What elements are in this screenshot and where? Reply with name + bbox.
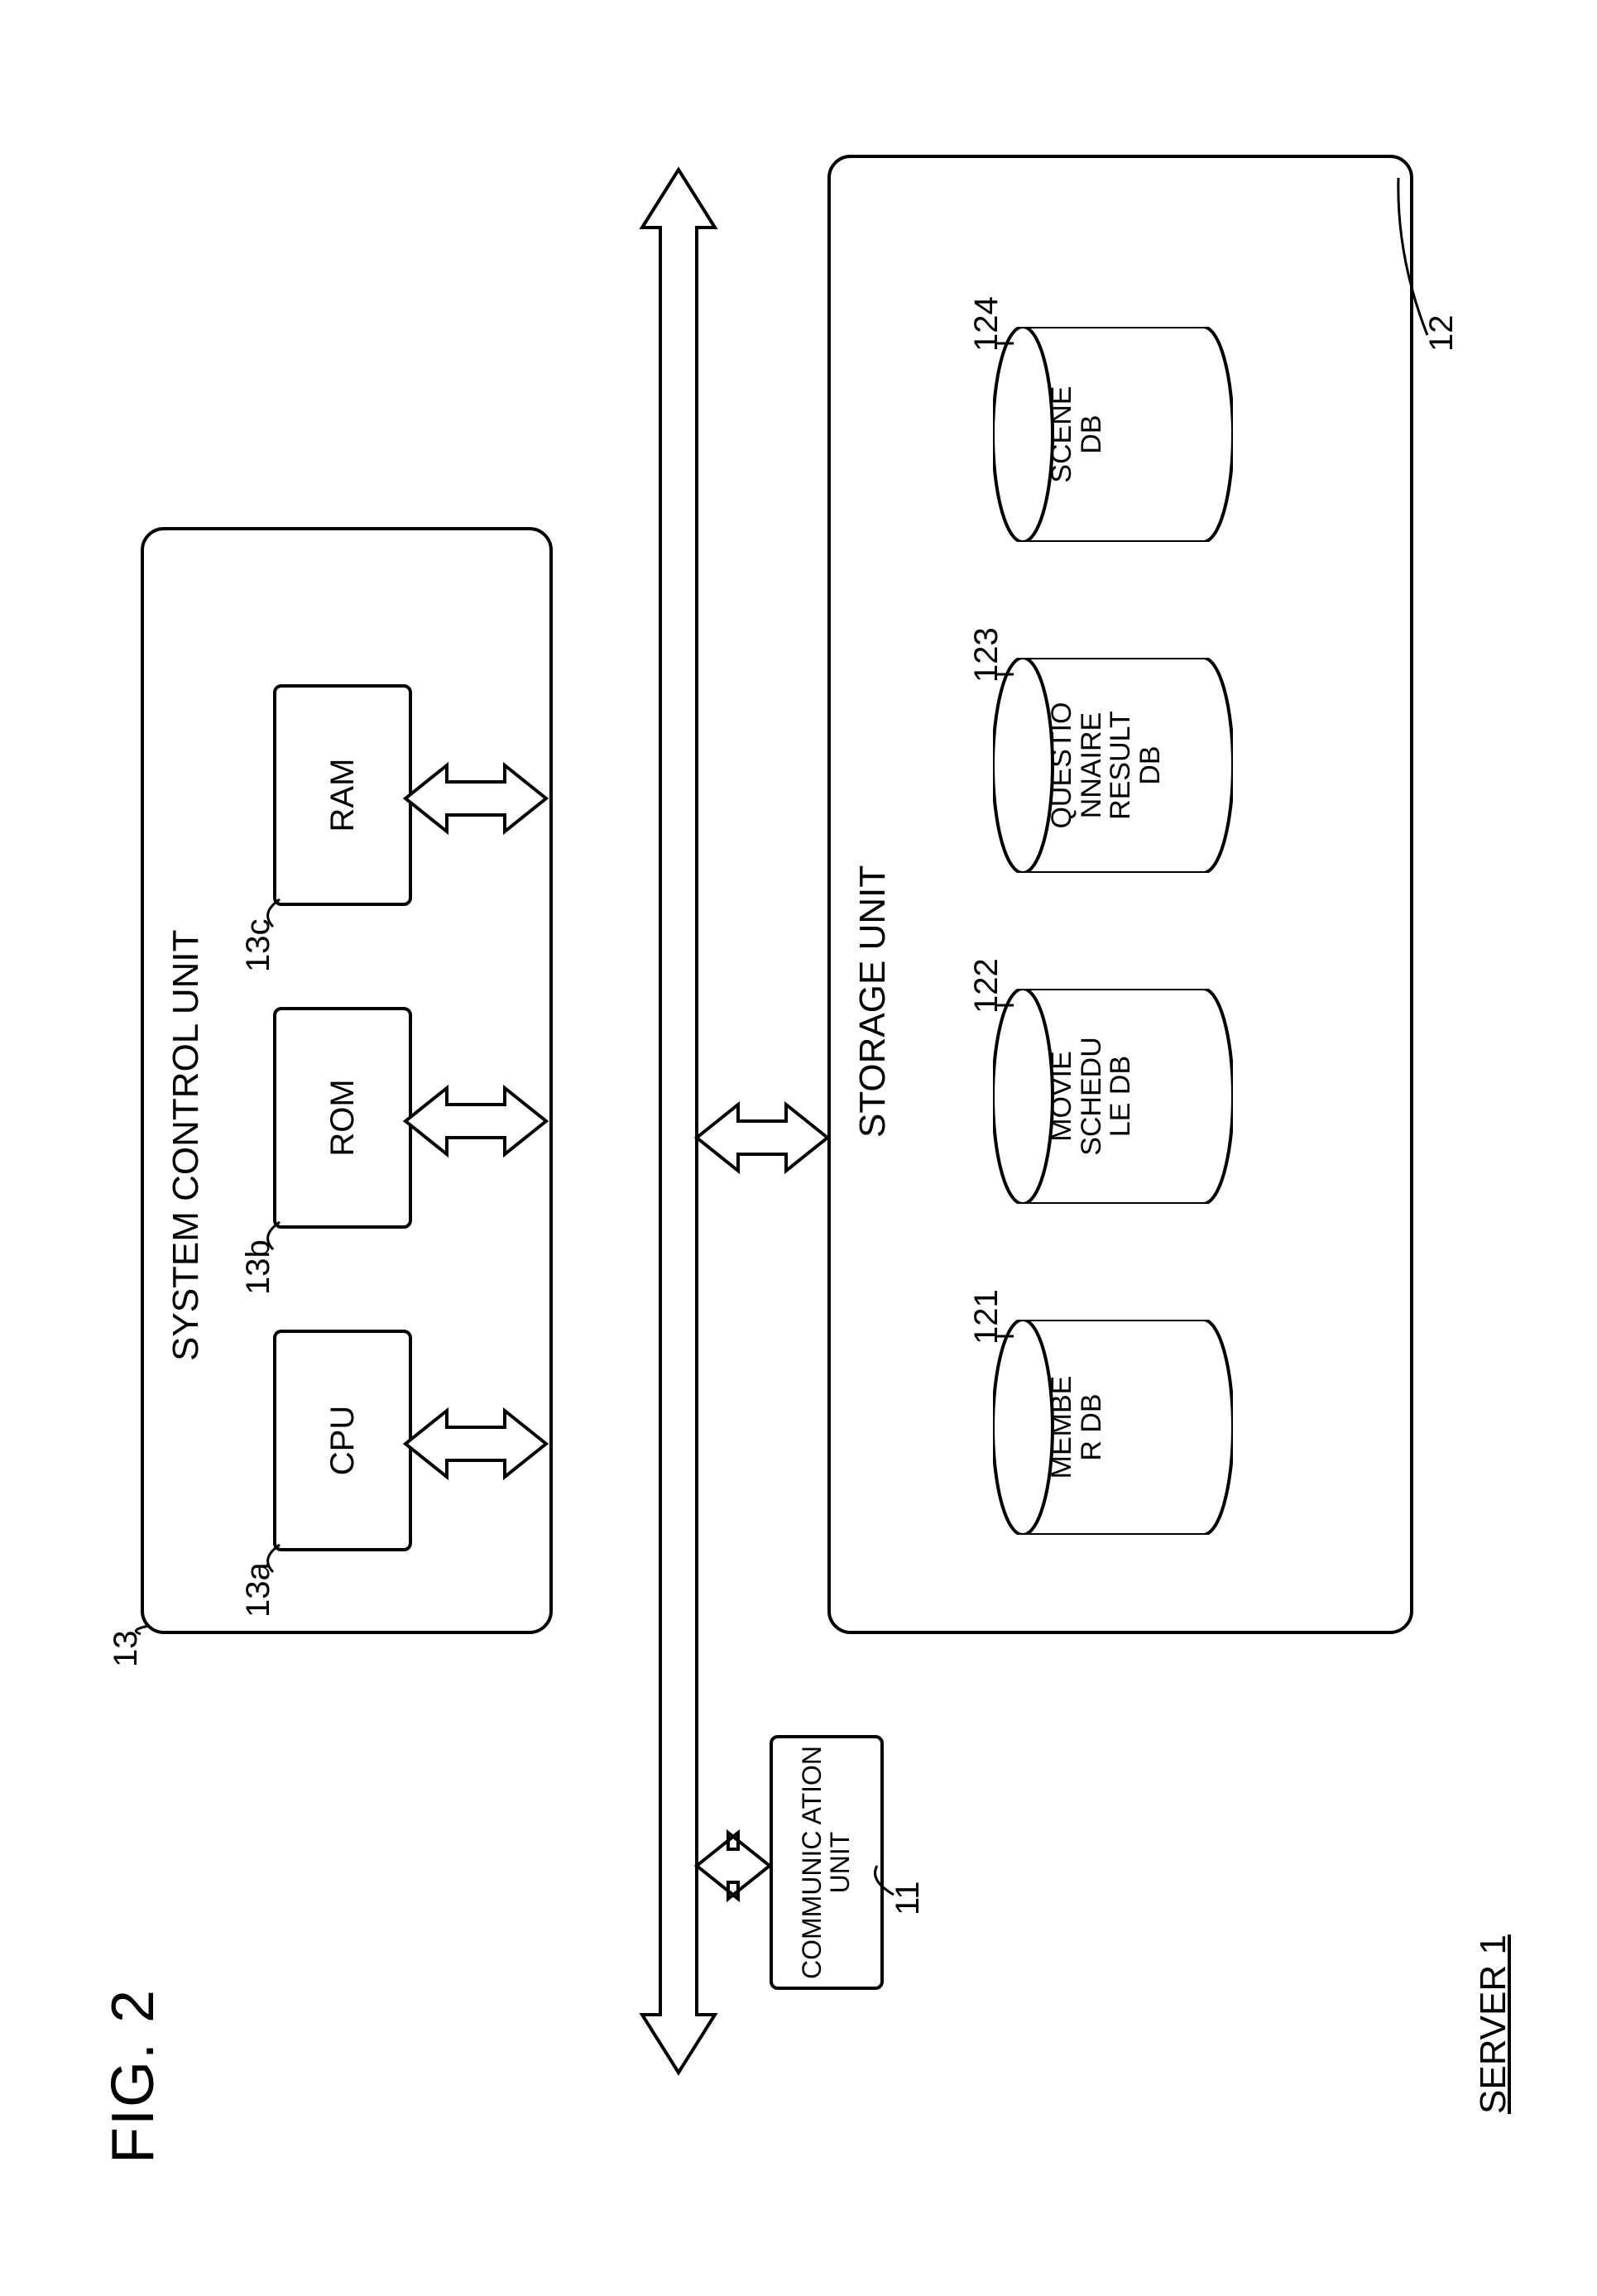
rom-box: ROM [273,1007,412,1229]
db-ref: 122 [968,958,1005,1014]
communication-unit-box: COMMUNIC ATION UNIT [770,1735,884,1990]
server-label: SERVER 1 [1473,1934,1514,2114]
ram-box: RAM [273,684,412,906]
system-control-unit-title: SYSTEM CONTROL UNIT [165,929,207,1361]
db-cylinder: MEMBE R DB [993,1320,1233,1535]
db-cylinder: QUESTIO NNAIRE RESULT DB [993,658,1233,873]
db-label: SCENE DB [1048,327,1106,542]
db-cylinder: SCENE DB [993,327,1233,542]
system-control-unit-ref: 13 [108,1631,145,1668]
db-ref: 124 [968,296,1005,352]
cpu-label: CPU [325,1406,360,1475]
storage-unit-title: STORAGE UNIT [852,865,894,1138]
ram-label: RAM [325,759,360,832]
communication-unit-ref: 11 [890,1881,927,1915]
diagram-canvas: FIG. 2 SERVER 1 SYSTEM CONTROL UNIT 13 C… [0,0,1597,2296]
db-label: QUESTIO NNAIRE RESULT DB [1048,658,1166,873]
db-cylinder: MOVIE SCHEDU LE DB [993,989,1233,1204]
communication-unit-label: COMMUNIC ATION UNIT [798,1738,854,1987]
db-label: MOVIE SCHEDU LE DB [1048,989,1136,1204]
rom-ref: 13b [240,1239,277,1295]
figure-title: FIG. 2 [99,1988,167,2164]
db-ref: 121 [968,1289,1005,1345]
cpu-box: CPU [273,1330,412,1551]
ram-ref: 13c [240,919,277,973]
db-ref: 123 [968,627,1005,683]
db-label: MEMBE R DB [1048,1320,1106,1535]
cpu-ref: 13a [240,1562,277,1618]
storage-unit-ref: 12 [1423,315,1460,352]
rom-label: ROM [325,1079,360,1156]
